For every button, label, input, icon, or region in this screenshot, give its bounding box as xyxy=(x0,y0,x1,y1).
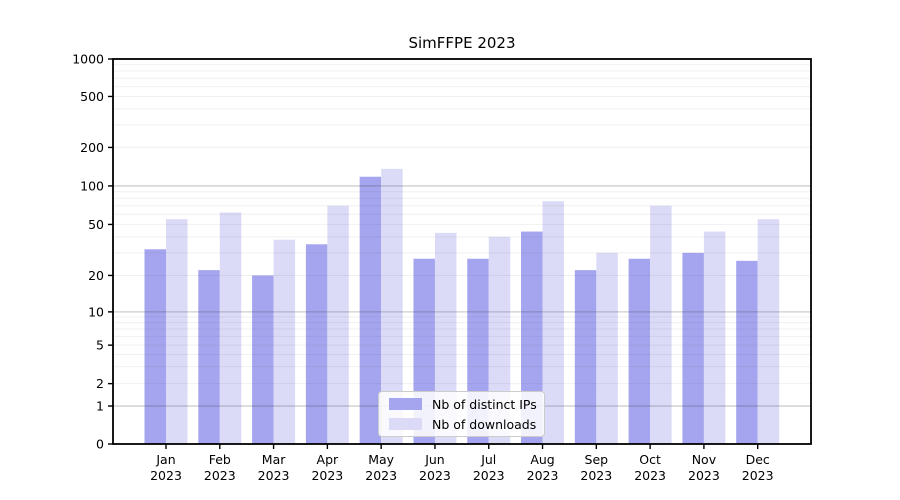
x-tick-label-month: Jun xyxy=(424,452,445,467)
x-tick-label-year: 2023 xyxy=(204,468,236,483)
bar-nb-of-distinct-ips-oct xyxy=(628,258,651,444)
x-tick-label-month: Mar xyxy=(262,452,286,467)
x-tick-label-month: Aug xyxy=(530,452,554,467)
y-tick-label: 50 xyxy=(88,217,104,232)
x-tick-label-month: Nov xyxy=(692,452,717,467)
bar-nb-of-distinct-ips-apr xyxy=(305,244,328,444)
x-tick-label-month: Apr xyxy=(317,452,339,467)
bar-nb-of-downloads-jan xyxy=(166,219,188,444)
x-tick-label-month: Oct xyxy=(639,452,661,467)
chart-title: SimFFPE 2023 xyxy=(408,34,516,52)
x-tick-label-year: 2023 xyxy=(311,468,343,483)
x-tick-label-year: 2023 xyxy=(258,468,290,483)
x-tick-label-month: Jul xyxy=(480,452,496,467)
bar-nb-of-downloads-nov xyxy=(703,231,726,444)
x-tick-label-year: 2023 xyxy=(150,468,182,483)
plot-border xyxy=(112,58,812,445)
legend-item: Nb of downloads xyxy=(389,416,544,433)
legend: Nb of distinct IPs Nb of downloads xyxy=(378,391,545,437)
x-tick-label-year: 2023 xyxy=(742,468,774,483)
bar-nb-of-downloads-dec xyxy=(757,219,780,444)
bar-nb-of-downloads-aug xyxy=(542,201,565,444)
y-tick-label: 1000 xyxy=(72,52,104,67)
legend-swatch-downloads xyxy=(389,418,422,430)
x-tick-label-year: 2023 xyxy=(473,468,505,483)
bar-nb-of-distinct-ips-dec xyxy=(736,260,758,444)
bar-nb-of-distinct-ips-aug xyxy=(521,231,543,444)
y-tick-label: 1 xyxy=(96,399,104,414)
legend-label: Nb of distinct IPs xyxy=(432,396,537,412)
legend-item: Nb of distinct IPs xyxy=(389,396,544,413)
bar-nb-of-distinct-ips-nov xyxy=(682,252,704,444)
bar-nb-of-downloads-oct xyxy=(650,205,672,444)
x-tick-label-year: 2023 xyxy=(580,468,612,483)
x-tick-label-year: 2023 xyxy=(527,468,559,483)
x-tick-label-year: 2023 xyxy=(688,468,720,483)
legend-label: Nb of downloads xyxy=(432,416,537,432)
x-tick-label-month: Jan xyxy=(155,452,175,467)
y-tick-label: 100 xyxy=(80,178,104,193)
y-tick-label: 5 xyxy=(96,338,104,353)
y-tick-label: 2 xyxy=(96,376,104,391)
x-tick-label-month: Feb xyxy=(209,452,231,467)
bar-nb-of-distinct-ips-jan xyxy=(144,249,166,444)
y-tick-label: 200 xyxy=(80,140,104,155)
y-tick-label: 500 xyxy=(80,89,104,104)
bar-nb-of-downloads-sep xyxy=(596,252,618,444)
y-tick-label: 20 xyxy=(88,268,104,283)
x-tick-label-month: Sep xyxy=(585,452,609,467)
bar-nb-of-distinct-ips-mar xyxy=(252,275,274,444)
x-tick-label-month: May xyxy=(368,452,394,467)
bar-nb-of-downloads-may xyxy=(381,168,403,444)
bar-nb-of-downloads-mar xyxy=(273,239,296,444)
x-tick-label-year: 2023 xyxy=(365,468,397,483)
bar-nb-of-distinct-ips-feb xyxy=(198,270,220,444)
y-tick-label: 0 xyxy=(96,437,104,452)
x-tick-label-month: Dec xyxy=(746,452,770,467)
x-tick-label-year: 2023 xyxy=(634,468,666,483)
bar-nb-of-downloads-feb xyxy=(219,212,242,444)
bar-nb-of-distinct-ips-sep xyxy=(574,270,597,444)
bar-nb-of-downloads-apr xyxy=(327,205,349,444)
x-tick-label-year: 2023 xyxy=(419,468,451,483)
legend-swatch-distinct-ips xyxy=(389,398,422,410)
y-tick-label: 10 xyxy=(88,304,104,319)
bar-nb-of-distinct-ips-may xyxy=(359,176,382,444)
